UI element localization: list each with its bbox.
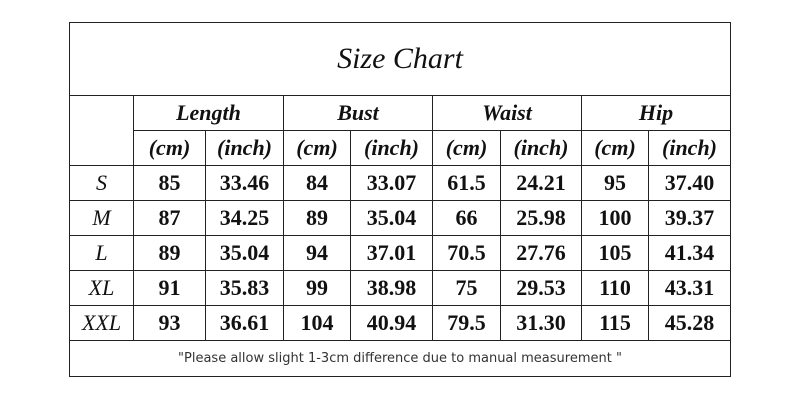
- measurement-cell: 25.98: [500, 200, 582, 236]
- measurement-cell: 35.83: [205, 270, 284, 306]
- measurement-cell: 91: [133, 270, 206, 306]
- measurement-cell: 84: [283, 165, 351, 201]
- size-label: XL: [69, 270, 134, 306]
- corner-cell: [69, 95, 134, 166]
- size-row: XL 91 35.83 99 38.98 75 29.53 110 43.31: [69, 270, 732, 306]
- unit-header: (inch): [647, 130, 732, 166]
- measurement-cell: 27.76: [500, 235, 582, 271]
- measurement-cell: 35.04: [350, 200, 433, 236]
- measurement-cell: 95: [581, 165, 649, 201]
- measurement-cell: 40.94: [350, 305, 433, 341]
- group-header: Waist: [432, 95, 582, 131]
- measurement-cell: 29.53: [500, 270, 582, 306]
- measurement-cell: 70.5: [432, 235, 501, 271]
- measurement-cell: 45.28: [647, 305, 732, 341]
- measurement-cell: 89: [133, 235, 206, 271]
- measurement-cell: 61.5: [432, 165, 501, 201]
- measurement-cell: 36.61: [205, 305, 284, 341]
- unit-header: (inch): [205, 130, 284, 166]
- size-table: Size Chart Length Bust Waist Hip (cm) (inch)(…: [68, 22, 732, 377]
- measurement-cell: 37.40: [647, 165, 732, 201]
- size-label: XXL: [69, 305, 134, 341]
- measurement-cell: 87: [133, 200, 206, 236]
- unit-header: (inch): [500, 130, 582, 166]
- size-row: XXL 93 36.61 104 40.94 79.5 31.30 115 45.28: [69, 305, 732, 341]
- measurement-cell: 39.37: [647, 200, 732, 236]
- measurement-cell: 37.01: [350, 235, 433, 271]
- group-row: Length Bust Waist Hip: [69, 95, 732, 166]
- title-row: Size Chart: [68, 22, 732, 96]
- measurement-cell: 43.31: [647, 270, 732, 306]
- measurement-cell: 89: [283, 200, 351, 236]
- unit-row: (cm) (inch) (cm) (inch) (cm) (inch) (cm) (inch): [70, 130, 732, 166]
- size-label: M: [69, 200, 134, 236]
- measurement-cell: 34.25: [205, 200, 284, 236]
- group-header: Bust: [283, 95, 433, 131]
- measurement-cell: 66: [432, 200, 501, 236]
- size-label: S: [69, 165, 134, 201]
- measurement-cell: 79.5: [432, 305, 501, 341]
- measurement-cell: 110: [581, 270, 649, 306]
- group-header: Hip: [580, 95, 732, 131]
- measurement-cell: 33.46: [205, 165, 284, 201]
- measurement-cell: 115: [581, 305, 649, 341]
- note-row: "Please allow slight 1-3cm difference du…: [68, 340, 732, 377]
- measurement-cell: 31.30: [500, 305, 582, 341]
- measurement-cell: 100: [581, 200, 649, 236]
- unit-header: (cm): [581, 130, 649, 166]
- unit-header: (inch): [350, 130, 433, 166]
- unit-header: (cm): [283, 130, 351, 166]
- size-row: L 89 35.04 94 37.01 70.5 27.76 105 41.34: [69, 235, 732, 271]
- measurement-cell: 104: [283, 305, 351, 341]
- title: Size Chart: [68, 22, 732, 96]
- measurement-cell: 24.21: [500, 165, 582, 201]
- table-body: Size Chart Length Bust Waist Hip (cm) (inch)(…: [68, 22, 732, 377]
- measurement-cell: 33.07: [350, 165, 433, 201]
- measurement-cell: 105: [581, 235, 649, 271]
- measurement-cell: 38.98: [350, 270, 433, 306]
- measurement-cell: 99: [283, 270, 351, 306]
- unit-header: (cm): [133, 130, 206, 166]
- measurement-cell: 35.04: [205, 235, 284, 271]
- measurement-cell: 94: [283, 235, 351, 271]
- note: "Please allow slight 1-3cm difference du…: [68, 340, 732, 377]
- size-label: L: [69, 235, 134, 271]
- size-row: M 87 34.25 89 35.04 66 25.98 100 39.37: [69, 200, 732, 236]
- measurement-cell: 41.34: [647, 235, 732, 271]
- measurement-cell: 75: [432, 270, 501, 306]
- size-row: S 85 33.46 84 33.07 61.5 24.21 95 37.40: [69, 165, 732, 201]
- measurement-cell: 85: [133, 165, 206, 201]
- unit-header: (cm): [432, 130, 501, 166]
- measurement-cell: 93: [133, 305, 206, 341]
- group-header: Length: [133, 95, 284, 131]
